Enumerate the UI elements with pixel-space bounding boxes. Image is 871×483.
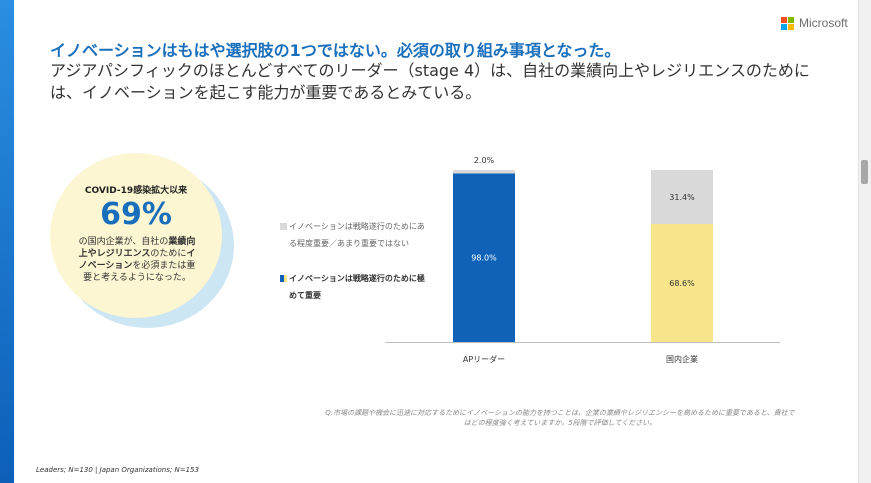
callout-text-bold1: 業績向上やレジリエンス xyxy=(78,237,196,259)
callout-text-part3: を必須または重要と考えるようになった。 xyxy=(83,261,196,283)
bar-segment xyxy=(453,173,515,342)
callout-text: の国内企業が、自社の業績向上やレジリエンスのためにイノベーションを必須または重要… xyxy=(76,236,198,284)
callout-text-part2: のために xyxy=(150,249,187,259)
legend-swatch-gray xyxy=(280,223,287,230)
bar-segment xyxy=(651,170,713,225)
logo-square-red xyxy=(781,16,787,23)
logo-square-yellow xyxy=(788,23,794,30)
microsoft-logo-icon xyxy=(781,16,794,30)
callout-text-bold2: イノベーション xyxy=(78,249,196,271)
survey-question-footnote: Q:市場の課題や機会に迅速に対応するためにイノベーションの能力を持つことは、企業… xyxy=(325,409,795,427)
x-tick-label: APリーダー xyxy=(463,354,505,364)
scrollbar-thumb[interactable] xyxy=(861,160,868,184)
logo-square-green xyxy=(788,16,794,23)
callout-bubble xyxy=(50,153,222,318)
legend-item-secondary: イノベーションは戦略遂行のためにある程度重要／あまり重要ではない xyxy=(280,218,430,252)
callout-stat: 69% xyxy=(100,197,172,232)
bar-segment xyxy=(651,224,713,342)
sample-size-footer: Leaders; N=130 | Japan Organizations; N=… xyxy=(36,466,199,474)
data-label: 31.4% xyxy=(669,193,695,202)
data-label: 2.0% xyxy=(474,156,495,165)
legend-swatch-primary xyxy=(280,275,287,282)
callout-heading: COVID-19感染拡大以来 xyxy=(84,186,188,196)
x-tick-label: 国内企業 xyxy=(666,354,698,364)
callout-text-part1: の国内企業が、自社の xyxy=(78,237,169,247)
legend-item-primary: イノベーションは戦略遂行のために極めて重要 xyxy=(280,270,430,304)
slide-subtitle: アジアパシフィックのほとんどすべてのリーダー（stage 4）は、自社の業績向上… xyxy=(50,61,810,102)
legend-label-primary: イノベーションは戦略遂行のために極めて重要 xyxy=(289,274,425,300)
left-accent-strip xyxy=(0,0,14,483)
logo-text: Microsoft xyxy=(799,16,848,30)
slide-title: イノベーションはもはや選択肢の1つではない。必須の取り組み事項となった。 xyxy=(50,41,621,60)
legend-label-secondary: イノベーションは戦略遂行のためにある程度重要／あまり重要ではない xyxy=(289,222,425,248)
data-label: 68.6% xyxy=(669,279,695,288)
data-label: 98.0% xyxy=(471,254,497,263)
legend-swatch-yellow xyxy=(283,275,287,282)
logo-square-blue xyxy=(781,23,787,30)
scrollbar-track[interactable] xyxy=(858,0,871,483)
bar-segment xyxy=(453,170,515,174)
legend-swatch-blue xyxy=(280,275,284,282)
microsoft-logo: Microsoft xyxy=(781,16,848,30)
